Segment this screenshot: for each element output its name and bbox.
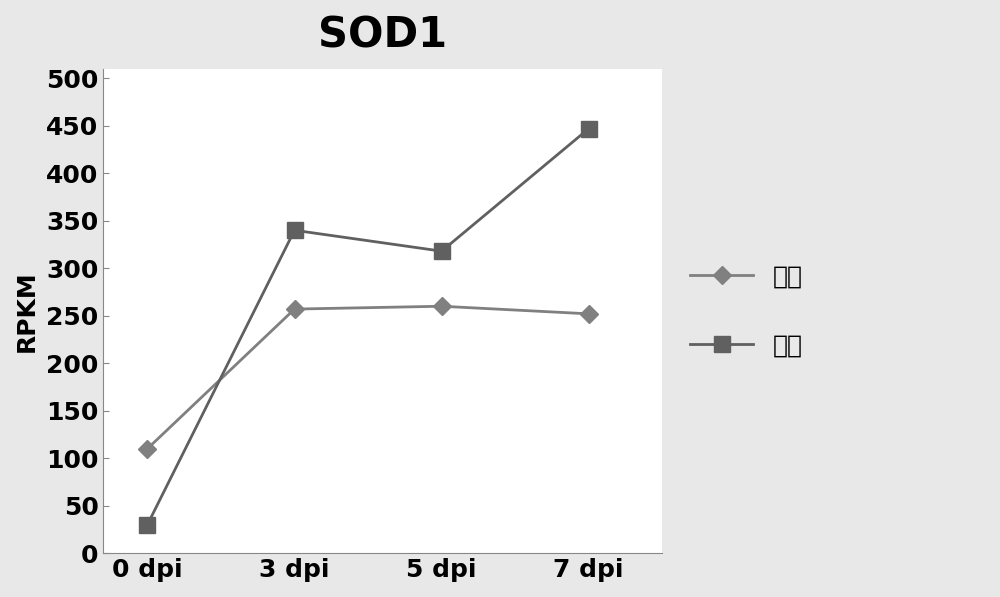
Line: 通城: 通城: [141, 300, 595, 455]
通城: [289, 306, 301, 313]
Legend: 通城, 长白: 通城, 长白: [680, 254, 813, 368]
长白: [583, 125, 595, 133]
Y-axis label: RPKM: RPKM: [15, 270, 39, 352]
通城: [141, 445, 153, 453]
通城: [436, 303, 448, 310]
长白: [141, 521, 153, 528]
Title: SOD1: SOD1: [318, 15, 447, 57]
通城: [583, 310, 595, 318]
长白: [436, 248, 448, 255]
长白: [289, 227, 301, 234]
Line: 长白: 长白: [139, 121, 597, 533]
